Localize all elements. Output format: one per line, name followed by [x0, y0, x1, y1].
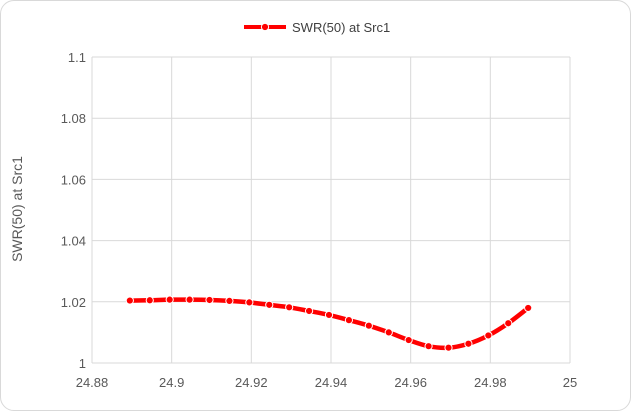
- x-tick-label: 24.98: [474, 375, 507, 390]
- x-tick-label: 25: [563, 375, 577, 390]
- y-tick-label: 1.02: [61, 295, 86, 310]
- legend-marker: [260, 22, 270, 32]
- x-tick-label: 24.96: [394, 375, 427, 390]
- data-point: [205, 295, 214, 305]
- y-axis-title: SWR(50) at Src1: [9, 156, 25, 262]
- data-point: [444, 343, 453, 352]
- y-tick-label: 1: [79, 356, 86, 371]
- data-point: [165, 295, 174, 304]
- x-tick-label: 24.94: [315, 375, 348, 390]
- y-tick-label: 1.04: [61, 234, 86, 249]
- data-point: [344, 316, 354, 325]
- legend: SWR(50) at Src1: [244, 20, 390, 35]
- y-tick-label: 1.06: [61, 172, 86, 187]
- y-tick-label: 1.08: [61, 111, 86, 126]
- data-point: [304, 306, 314, 316]
- data-point: [424, 342, 433, 351]
- data-point: [364, 321, 373, 330]
- data-point: [524, 303, 533, 313]
- legend-label: SWR(50) at Src1: [292, 20, 390, 35]
- data-point: [285, 303, 294, 312]
- data-point: [185, 295, 194, 304]
- data-point: [324, 310, 334, 320]
- data-point: [484, 331, 493, 340]
- tick-labels: 1 1.02 1.04 1.06 1.08 1.1 24.88 24.9 24.92 24.94 2…: [61, 50, 578, 390]
- data-point: [464, 339, 473, 348]
- data-point: [225, 296, 234, 305]
- x-tick-label: 24.88: [76, 375, 109, 390]
- data-point: [245, 298, 254, 307]
- data-point: [404, 335, 413, 345]
- data-point: [145, 296, 154, 305]
- data-point: [384, 328, 393, 337]
- data-point: [504, 319, 513, 328]
- data-point: [265, 300, 274, 309]
- x-tick-label: 24.9: [159, 375, 184, 390]
- series: [125, 295, 533, 352]
- y-tick-label: 1.1: [68, 50, 86, 65]
- data-point: [125, 296, 134, 305]
- x-tick-label: 24.92: [235, 375, 268, 390]
